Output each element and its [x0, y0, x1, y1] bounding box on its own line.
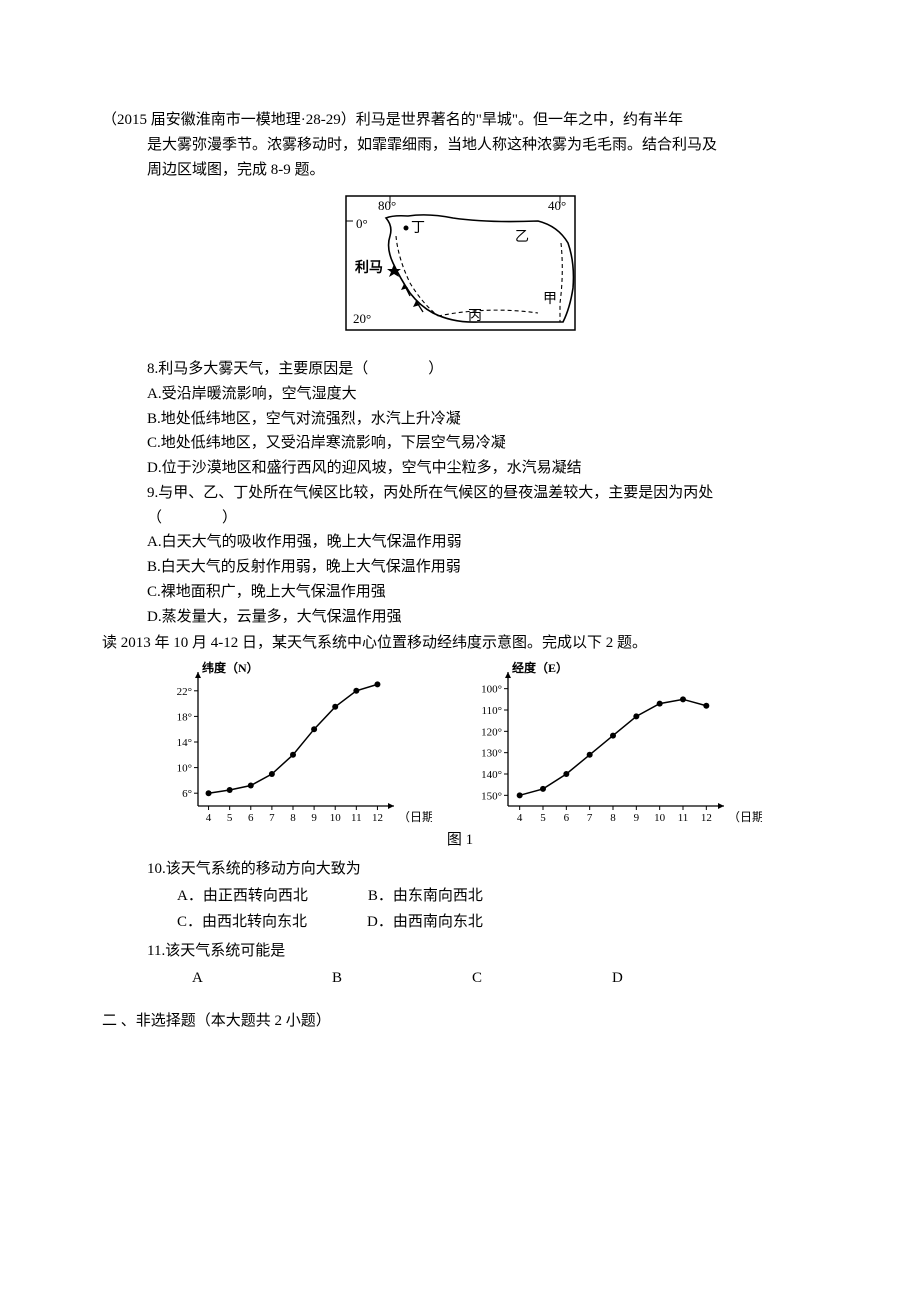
q9-optD: D.蒸发量大，云量多，大气保温作用强 — [102, 605, 818, 630]
svg-text:5: 5 — [227, 812, 233, 824]
q8-9-intro-l1: （2015 届安徽淮南市一模地理·28-29）利马是世界著名的"旱城"。但一年之… — [102, 108, 818, 133]
lat-0: 0° — [356, 216, 368, 231]
svg-text:5: 5 — [540, 812, 546, 824]
svg-text:11: 11 — [351, 812, 362, 824]
svg-text:7: 7 — [269, 812, 275, 824]
q9-stem2-open: （ — [147, 510, 162, 526]
lima-region-map: 80° 40° 0° 20° 丁 乙 — [338, 188, 583, 347]
svg-text:130°: 130° — [481, 748, 502, 760]
svg-text:10°: 10° — [177, 763, 192, 775]
q10-stem: 10.该天气系统的移动方向大致为 — [102, 857, 818, 882]
svg-text:7: 7 — [587, 812, 593, 824]
mark-yi: 乙 — [515, 229, 529, 245]
q11-B: B — [332, 966, 472, 991]
svg-text:110°: 110° — [482, 705, 503, 717]
svg-text:纬度（N）: 纬度（N） — [202, 660, 259, 675]
q8-9-intro-l3: 周边区域图，完成 8-9 题。 — [102, 158, 818, 183]
q10-C: C．由西北转向东北 — [177, 910, 307, 935]
latitude-chart: 纬度（N） 4 5 6 7 8 9 10 11 12 （日期） 6° 10° 14° 18° 22° — [152, 660, 432, 830]
svg-text:经度（E）: 经度（E） — [512, 660, 568, 675]
svg-text:10: 10 — [654, 812, 666, 824]
longitude-chart: 经度（E） 4 5 6 7 8 9 10 11 12 （日期） 150° 140° 130° 120° 110… — [462, 660, 762, 830]
q9-optB: B.白天大气的反射作用弱，晚上大气保温作用弱 — [102, 555, 818, 580]
svg-text:10: 10 — [330, 812, 342, 824]
svg-text:100°: 100° — [481, 684, 502, 696]
svg-text:（日期）: （日期） — [728, 810, 762, 824]
lon-80: 80° — [378, 198, 396, 213]
q9-stem1: 9.与甲、乙、丁处所在气候区比较，丙处所在气候区的昼夜温差较大，主要是因为丙处 — [102, 481, 818, 506]
q9-stem2-close: ） — [222, 510, 237, 526]
svg-text:8: 8 — [290, 812, 296, 824]
svg-text:18°: 18° — [177, 711, 192, 723]
svg-text:9: 9 — [311, 812, 317, 824]
chart-intro: 读 2013 年 10 月 4-12 日，某天气系统中心位置移动经纬度示意图。完… — [102, 631, 818, 656]
q10-A: A．由正西转向西北 — [177, 884, 308, 909]
q9-stem2: （ ） — [102, 506, 818, 531]
svg-text:4: 4 — [517, 812, 523, 824]
q11-D: D — [612, 966, 752, 991]
q10-opts-r2: C．由西北转向东北 D．由西南向东北 — [102, 910, 818, 935]
svg-text:6: 6 — [248, 812, 254, 824]
svg-text:9: 9 — [634, 812, 640, 824]
svg-text:22°: 22° — [177, 686, 192, 698]
svg-text:12: 12 — [701, 812, 712, 824]
q9-optC: C.裸地面积广，晚上大气保温作用强 — [102, 580, 818, 605]
figure-1-label: 图 1 — [102, 828, 818, 853]
mark-ding: 丁 — [411, 221, 425, 236]
q8-9-intro-l2: 是大雾弥漫季节。浓雾移动时，如霏霏细雨，当地人称这种浓雾为毛毛雨。结合利马及 — [102, 133, 818, 158]
q10-B: B．由东南向西北 — [368, 884, 483, 909]
svg-text:（日期）: （日期） — [398, 810, 432, 824]
map-svg: 80° 40° 0° 20° 丁 乙 — [338, 188, 583, 338]
q11-A: A — [192, 966, 332, 991]
city-lima: 利马 — [355, 259, 383, 276]
q11-C: C — [472, 966, 612, 991]
svg-text:6°: 6° — [182, 788, 192, 800]
svg-text:120°: 120° — [481, 726, 502, 738]
q8-stem-text: 8.利马多大雾天气，主要原因是（ — [147, 361, 368, 377]
mark-bing: 丙 — [468, 309, 482, 324]
q10-D: D．由西南向东北 — [367, 910, 483, 935]
svg-text:4: 4 — [206, 812, 212, 824]
svg-text:8: 8 — [610, 812, 616, 824]
q11-stem: 11.该天气系统可能是 — [102, 939, 818, 964]
q8-optD: D.位于沙漠地区和盛行西风的迎风坡，空气中尘粒多，水汽易凝结 — [102, 456, 818, 481]
svg-text:150°: 150° — [481, 790, 502, 802]
charts-row: 纬度（N） 4 5 6 7 8 9 10 11 12 （日期） 6° 10° 14° 18° 22° 经度（E… — [152, 660, 818, 830]
mark-jia: 甲 — [543, 292, 557, 307]
svg-text:6: 6 — [564, 812, 570, 824]
svg-text:14°: 14° — [177, 737, 192, 749]
lat-20: 20° — [353, 311, 371, 326]
q11-opts: A B C D — [102, 966, 818, 991]
q8-stem-close: ） — [428, 361, 443, 377]
q8-optA: A.受沿岸暖流影响，空气湿度大 — [102, 382, 818, 407]
q9-optA: A.白天大气的吸收作用强，晚上大气保温作用弱 — [102, 530, 818, 555]
exam-page: （2015 届安徽淮南市一模地理·28-29）利马是世界著名的"旱城"。但一年之… — [0, 0, 920, 1302]
q8-stem: 8.利马多大雾天气，主要原因是（ ） — [102, 357, 818, 382]
svg-text:12: 12 — [372, 812, 383, 824]
q10-opts-r1: A．由正西转向西北 B．由东南向西北 — [102, 884, 818, 909]
map-wrapper: 80° 40° 0° 20° 丁 乙 — [102, 188, 818, 347]
section-2-heading: 二 、非选择题（本大题共 2 小题） — [102, 1009, 818, 1034]
q8-optB: B.地处低纬地区，空气对流强烈，水汽上升冷凝 — [102, 407, 818, 432]
lon-40: 40° — [548, 198, 566, 213]
svg-text:140°: 140° — [481, 769, 502, 781]
svg-text:11: 11 — [678, 812, 689, 824]
q8-optC: C.地处低纬地区，又受沿岸寒流影响，下层空气易冷凝 — [102, 431, 818, 456]
